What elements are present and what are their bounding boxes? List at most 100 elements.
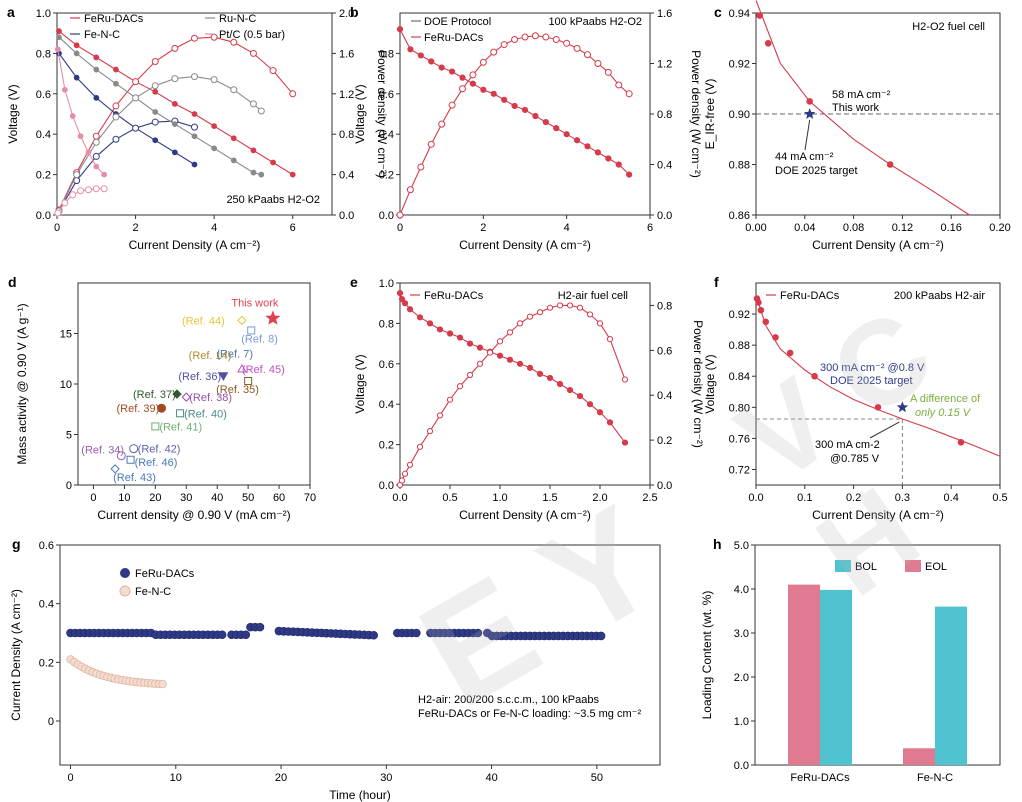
star-marker [804, 108, 816, 119]
annotation: 58 mA cm⁻² [832, 89, 891, 101]
power-point [269, 67, 277, 75]
power-point [69, 191, 77, 199]
annotation: A difference of [910, 393, 981, 405]
voltage-point [566, 386, 574, 394]
legend-label: FeRu-DACs [84, 13, 144, 25]
voltage-point [258, 171, 265, 178]
point-label: (Ref. 42) [138, 444, 181, 456]
voltage-point [501, 96, 508, 103]
power-point [230, 38, 238, 46]
voltage-point [69, 113, 76, 119]
fit-line [755, 0, 970, 216]
x-tick-label: 10 [170, 772, 182, 784]
voltage-line [58, 53, 195, 165]
voltage-point [605, 155, 612, 162]
voltage-point [511, 102, 518, 110]
data-point [764, 40, 772, 47]
y2-tick-label: 1.2 [339, 89, 354, 101]
x-axis-label: Time (hour) [329, 788, 391, 802]
power-point [112, 135, 120, 143]
legend-label: EOL [925, 561, 947, 573]
power-point [396, 211, 404, 219]
point-label: (Ref. 40) [184, 408, 227, 420]
voltage-point [521, 106, 529, 114]
voltage-point [56, 28, 62, 35]
voltage-point [101, 171, 108, 178]
data-point [762, 318, 770, 326]
y2-tick-label: 2.0 [339, 8, 354, 20]
y2-tick-label: 0.2 [657, 435, 672, 447]
voltage-point [436, 326, 444, 333]
point-label: (Ref. 45) [242, 364, 285, 376]
voltage-point [476, 344, 484, 351]
annotation: 250 kPaabs H2-O2 [226, 194, 320, 206]
y-tick-label: 0.80 [729, 402, 750, 414]
voltage-point [606, 419, 614, 426]
y-tick-label: 0.2 [379, 170, 394, 182]
power-point [249, 100, 257, 108]
point-label: (Ref. 39) [117, 403, 160, 415]
legend-label: BOL [855, 561, 877, 573]
voltage-point [459, 74, 466, 81]
panel-h: 0.0 1.0 2.0 3.0 4.0 5.0 Loading Content (wt. %… [700, 536, 1001, 784]
y2-tick-label: 0.8 [339, 129, 354, 141]
category-label: FeRu-DACs [790, 772, 850, 784]
voltage-point [113, 80, 119, 87]
data-point [757, 306, 765, 314]
voltage-point [466, 340, 474, 347]
voltage-point [406, 306, 414, 313]
x-tick-label: 0.1 [797, 492, 812, 504]
power-point [476, 360, 484, 367]
voltage-line [58, 36, 262, 176]
x-axis-label: Current density @ 0.90 V (mA cm⁻²) [97, 508, 290, 522]
voltage-point [626, 171, 633, 178]
data-point [412, 628, 421, 638]
x-tick-label: 50 [242, 492, 254, 504]
power-point [84, 186, 92, 194]
point-label: (Ref. 44) [182, 315, 225, 327]
y-tick-label: 0.8 [36, 48, 51, 60]
panel-c: 0.00 0.04 0.08 0.12 0.16 0.20 0.86 0.88 0.90 0.92… [703, 0, 1011, 252]
x-tick-label: 70 [304, 492, 316, 504]
y-axis-label: Voltage (V) [6, 84, 20, 143]
power-point [230, 86, 238, 94]
y-tick-label: 0.86 [729, 210, 750, 222]
power-point [151, 57, 159, 65]
y-axis-label: Voltage (V) [353, 354, 367, 413]
panel-label: a [7, 4, 15, 20]
legend-label: FeRu-DACs [135, 568, 195, 580]
power-point [469, 71, 477, 79]
power-line [58, 76, 262, 212]
power-point [151, 82, 159, 90]
y-tick-label: 0.4 [379, 399, 394, 411]
data-point [886, 161, 894, 168]
data-point [755, 299, 762, 306]
data-point [369, 630, 378, 640]
voltage-point [584, 143, 591, 150]
voltage-point [446, 330, 454, 337]
power-point [448, 101, 456, 109]
y-tick-label: 1.0 [379, 278, 394, 290]
y-tick-label: 0.88 [729, 340, 750, 352]
panel-e: 0.0 0.5 1.0 1.5 2.0 2.50.00.20.40.60.81.00.00… [350, 274, 705, 522]
data-point [244, 376, 253, 385]
x-tick-label: 0.08 [843, 222, 864, 234]
y-tick-label: 0.88 [729, 160, 750, 172]
voltage-point [526, 364, 534, 371]
data-point [473, 628, 483, 638]
voltage-point [56, 34, 62, 41]
y-tick-label: 0.8 [379, 318, 394, 330]
data-point [129, 444, 139, 454]
data-point [151, 422, 160, 431]
y-tick-label: 4.0 [734, 584, 749, 596]
voltage-point [93, 66, 100, 73]
power-point [496, 338, 504, 345]
plot-frame [59, 544, 661, 766]
legend-swatch [835, 560, 851, 572]
power-point [112, 102, 120, 110]
power-point [521, 33, 529, 41]
y-tick-label: 0.6 [39, 540, 54, 552]
power-point [446, 396, 454, 403]
voltage-point [469, 80, 477, 87]
